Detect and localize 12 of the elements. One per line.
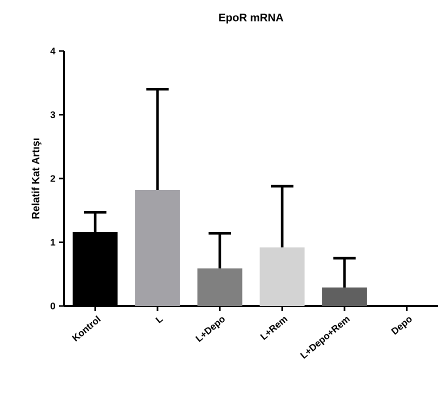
y-tick-label: 3: [50, 111, 56, 118]
y-tick-label: 2: [50, 175, 56, 182]
chart-title: EpoR mRNA: [219, 14, 284, 24]
bar: [135, 190, 180, 306]
bar: [322, 288, 367, 306]
bar: [260, 247, 305, 306]
x-tick-label: L: [155, 317, 164, 324]
y-tick-label: 0: [50, 302, 56, 310]
y-axis-title: Relatif Kat Artışı: [32, 138, 42, 218]
y-tick-label: 4: [50, 48, 56, 54]
bar: [197, 268, 242, 306]
y-tick-label: 1: [50, 238, 56, 246]
